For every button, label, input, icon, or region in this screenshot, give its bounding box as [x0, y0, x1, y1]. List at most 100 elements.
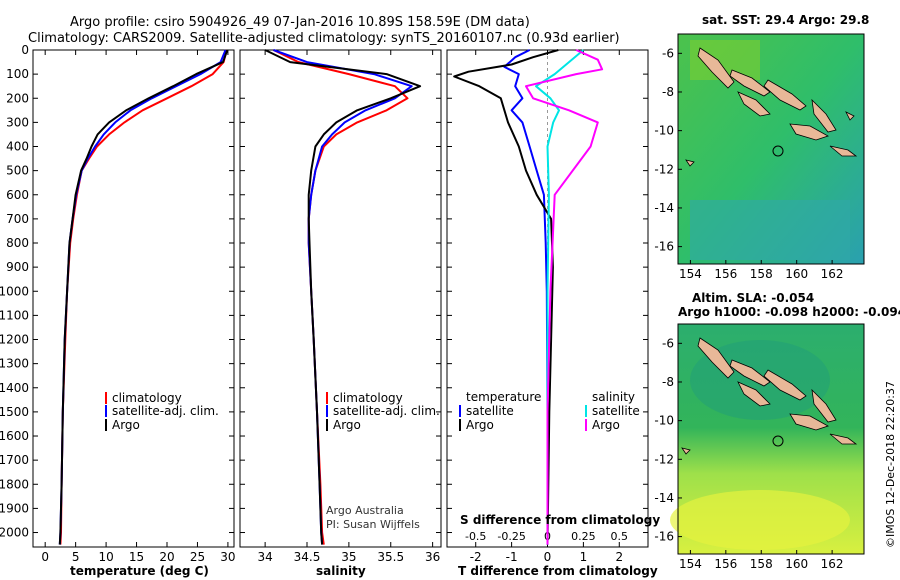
y-tick-label: 1800: [0, 477, 29, 491]
map-ticks: 154 156 158 160 162 -6 -8 -10 -12 -14 -16 154 156 158…: [654, 46, 843, 571]
legend-label-s-argo: Argo: [592, 418, 620, 432]
x-tick-label: 25: [190, 550, 205, 564]
map-x-tick-label: 156: [714, 267, 737, 281]
map-x-tick-label: 156: [714, 557, 737, 571]
argo-float-location-marker: [772, 435, 784, 447]
y-tick-label: 100: [6, 67, 29, 81]
map-y-tick-label: -10: [654, 124, 674, 138]
series-line-s-satellite: [535, 49, 585, 545]
y-tick-label: 1300: [0, 357, 29, 371]
island-guadalcanal: [789, 123, 829, 141]
island-small-east: [845, 111, 855, 121]
y-tick-label: 1500: [0, 405, 29, 419]
island-malaita: [811, 388, 837, 423]
sst-map-frame: [677, 33, 865, 265]
island-santa-isabel: [763, 369, 807, 401]
island-new-georgia: [737, 381, 771, 407]
y-tick-label: 800: [6, 236, 29, 250]
salinity-xlabel: salinity: [316, 564, 366, 578]
x-tick-label: 15: [129, 550, 144, 564]
temperature-panel: 0 5 10 15 20 25 300100200300400500600700800900…: [0, 43, 236, 564]
s-tick-label: -0.25: [497, 530, 525, 543]
x-tick-label: 1: [580, 550, 588, 564]
x-tick-label: 34.5: [294, 550, 321, 564]
y-tick-label: 500: [6, 164, 29, 178]
difference-panel: -2 -1 0 1 2-0.5 -0.25 0 0.25 0.5: [446, 49, 649, 564]
y-tick-label: 1100: [0, 308, 29, 322]
argo-float-location-marker: [772, 145, 784, 157]
island-guadalcanal: [789, 413, 829, 431]
y-tick-label: 1900: [0, 501, 29, 515]
y-tick-label: 600: [6, 188, 29, 202]
legend-label-satellite: satellite-adj. clim.: [333, 404, 440, 418]
sla-map-frame: [677, 323, 865, 555]
s-tick-label: -0.5: [465, 530, 486, 543]
map-y-tick-label: -8: [662, 375, 674, 389]
map-y-tick-label: -14: [654, 201, 674, 215]
y-tick-label: 0: [21, 43, 29, 57]
island-small-west: [685, 159, 695, 167]
title-line2: Climatology: CARS2009. Satellite-adjuste…: [28, 31, 620, 46]
credit-text: ©IMOS 12-Dec-2018 22:20:37: [884, 381, 897, 548]
y-tick-label: 200: [6, 91, 29, 105]
island-bougainville: [697, 337, 735, 379]
sst-map-islands: [685, 47, 858, 167]
x-tick-label: 30: [220, 550, 235, 564]
series-line-t-argo: [453, 49, 559, 545]
legend-label-climatology: climatology: [112, 391, 182, 405]
y-tick-label: 1700: [0, 453, 29, 467]
series-line-argo: [58, 49, 229, 545]
map-y-tick-label: -6: [662, 46, 674, 60]
series-line-argo: [264, 49, 422, 545]
map-x-tick-label: 162: [821, 557, 844, 571]
sst-map-title: sat. SST: 29.4 Argo: 29.8: [702, 13, 869, 27]
difference-legend: temperature satellite Argo salinity sate…: [459, 390, 640, 432]
y-tick-label: 1600: [0, 429, 29, 443]
x-tick-label: -1: [506, 550, 518, 564]
map-x-tick-label: 160: [785, 557, 808, 571]
map-x-tick-label: 158: [750, 557, 773, 571]
map-x-tick-label: 154: [679, 557, 702, 571]
series-line-t-satellite: [503, 49, 549, 545]
legend-label-argo: Argo: [112, 418, 140, 432]
sla-map-title2: Argo h1000: -0.098 h2000: -0.094: [678, 305, 900, 319]
y-tick-label: 700: [6, 212, 29, 226]
sst-map-cool-patch: [690, 200, 850, 260]
salinity-annotation-line2: PI: Susan Wijffels: [326, 518, 420, 531]
map-y-tick-label: -6: [662, 336, 674, 350]
island-malaita: [811, 98, 837, 133]
sst-map: [677, 33, 865, 265]
salinity-annotation-line1: Argo Australia: [326, 504, 404, 517]
y-tick-label: 2000: [0, 526, 29, 540]
temperature-xlabel: temperature (deg C): [70, 564, 209, 578]
y-tick-label: 1400: [0, 381, 29, 395]
plot-frame: [32, 49, 235, 548]
temperature-legend: climatology satellite-adj. clim. Argo: [105, 391, 219, 432]
x-tick-label: 5: [72, 550, 80, 564]
map-x-tick-label: 158: [750, 267, 773, 281]
x-tick-label: -2: [470, 550, 482, 564]
y-tick-label: 900: [6, 260, 29, 274]
difference-xlabel: T difference from climatology: [458, 564, 658, 578]
legend-label-climatology: climatology: [333, 391, 403, 405]
y-tick-label: 400: [6, 140, 29, 154]
island-small-west: [681, 447, 691, 455]
x-tick-label: 0: [544, 550, 552, 564]
sla-map-high-patch: [670, 490, 850, 550]
legend-label-t-argo: Argo: [466, 418, 494, 432]
map-x-tick-label: 162: [821, 267, 844, 281]
legend-title-temperature: temperature: [466, 390, 541, 404]
legend-title-salinity: salinity: [592, 390, 635, 404]
x-tick-label: 35: [341, 550, 356, 564]
s-difference-label: S difference from climatology: [460, 513, 660, 527]
island-choiseul: [729, 359, 771, 387]
island-makira: [829, 145, 858, 157]
map-y-tick-label: -16: [654, 530, 674, 544]
island-santa-isabel: [763, 79, 807, 111]
map-y-tick-label: -14: [654, 491, 674, 505]
legend-label-satellite: satellite-adj. clim.: [112, 404, 219, 418]
legend-label-t-satellite: satellite: [466, 404, 514, 418]
sla-map-islands: [681, 337, 858, 455]
legend-label-argo: Argo: [333, 418, 361, 432]
x-tick-label: 34: [257, 550, 272, 564]
